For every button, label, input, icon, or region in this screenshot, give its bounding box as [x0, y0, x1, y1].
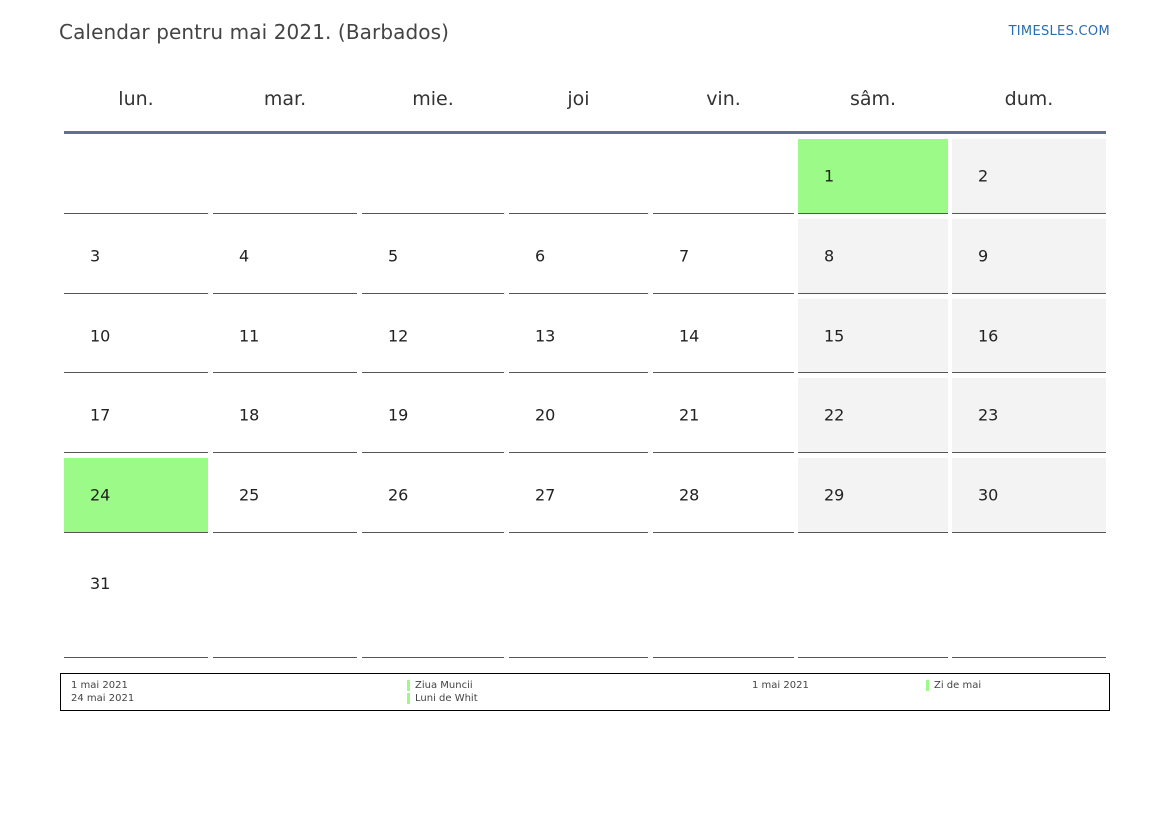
day-number: 6	[535, 246, 546, 266]
day-number: 26	[388, 485, 409, 505]
day-number: 14	[679, 326, 700, 345]
brand-link[interactable]: TIMESLES.COM	[1008, 24, 1110, 39]
day-number: 16	[978, 326, 999, 345]
day-number: 11	[239, 326, 260, 345]
day-cell: 15	[798, 299, 948, 373]
legend-holiday-name-2: Luni de Whit	[415, 693, 478, 704]
day-cell: 19	[362, 378, 504, 453]
day-number: 10	[90, 326, 111, 345]
day-cell: 24	[64, 458, 208, 533]
day-cell: 8	[798, 219, 948, 294]
day-number: 5	[388, 246, 399, 266]
day-number: 3	[90, 246, 101, 266]
day-cell: 10	[64, 299, 208, 373]
empty-day-cell	[798, 538, 948, 658]
day-cell: 14	[653, 299, 794, 373]
day-number: 15	[824, 326, 845, 345]
day-number: 9	[978, 246, 989, 266]
day-cell: 28	[653, 458, 794, 533]
legend-holiday-name-1: Ziua Muncii	[415, 680, 473, 691]
day-cell: 21	[653, 378, 794, 453]
day-number: 18	[239, 405, 260, 425]
day-number: 25	[239, 485, 260, 505]
day-cell: 25	[213, 458, 357, 533]
legend-holiday-date-2: 24 mai 2021	[71, 693, 135, 704]
day-cell: 18	[213, 378, 357, 453]
empty-day-cell	[509, 538, 648, 658]
legend-holiday-marker-2	[407, 693, 410, 704]
day-cell: 30	[952, 458, 1106, 533]
weekday-header: dum.	[1004, 88, 1054, 110]
holiday-legend: 1 mai 2021 24 mai 2021 Ziua Muncii Luni …	[60, 673, 1110, 711]
empty-day-cell	[952, 538, 1106, 658]
day-cell: 2	[952, 139, 1106, 214]
empty-day-cell	[362, 139, 504, 214]
day-cell: 31	[64, 538, 208, 658]
empty-day-cell	[362, 538, 504, 658]
day-number: 23	[978, 405, 999, 425]
day-cell: 5	[362, 219, 504, 294]
day-cell: 7	[653, 219, 794, 294]
day-number: 12	[388, 326, 409, 345]
day-cell: 3	[64, 219, 208, 294]
day-number: 4	[239, 246, 250, 266]
day-number: 1	[824, 166, 835, 186]
legend-observance-date-1: 1 mai 2021	[752, 680, 809, 691]
weekday-header: sâm.	[849, 88, 897, 110]
day-number: 28	[679, 485, 700, 505]
day-cell: 9	[952, 219, 1106, 294]
weekday-header: mie.	[412, 88, 454, 110]
day-cell: 29	[798, 458, 948, 533]
day-number: 17	[90, 405, 111, 425]
empty-day-cell	[653, 538, 794, 658]
day-cell: 12	[362, 299, 504, 373]
weekday-header: mar.	[263, 88, 307, 110]
legend-holiday-marker-1	[407, 680, 410, 691]
day-number: 7	[679, 246, 690, 266]
weekday-header: lun.	[118, 88, 154, 110]
day-cell: 6	[509, 219, 648, 294]
day-cell: 26	[362, 458, 504, 533]
empty-day-cell	[509, 139, 648, 214]
day-number: 21	[679, 405, 700, 425]
empty-day-cell	[213, 139, 357, 214]
day-number: 29	[824, 485, 845, 505]
day-number: 13	[535, 326, 556, 345]
day-number: 27	[535, 485, 556, 505]
day-number: 24	[90, 485, 111, 505]
day-number: 2	[978, 166, 989, 186]
weekday-header: joi	[567, 88, 590, 110]
empty-day-cell	[653, 139, 794, 214]
day-number: 31	[90, 574, 111, 593]
day-cell: 27	[509, 458, 648, 533]
day-cell: 20	[509, 378, 648, 453]
day-cell: 17	[64, 378, 208, 453]
day-cell: 1	[798, 139, 948, 214]
day-number: 8	[824, 246, 835, 266]
day-cell: 4	[213, 219, 357, 294]
day-cell: 16	[952, 299, 1106, 373]
day-number: 19	[388, 405, 409, 425]
weekday-header: vin.	[706, 88, 741, 110]
legend-observance-name-1: Zi de mai	[934, 680, 982, 691]
empty-day-cell	[213, 538, 357, 658]
weekday-header-row: lun. mar. mie. joi vin. sâm. dum.	[64, 80, 1106, 120]
day-number: 22	[824, 405, 845, 425]
header-divider	[64, 131, 1106, 134]
empty-day-cell	[64, 139, 208, 214]
day-number: 30	[978, 485, 999, 505]
day-cell: 22	[798, 378, 948, 453]
day-number: 20	[535, 405, 556, 425]
legend-observance-marker-1	[926, 680, 929, 691]
day-cell: 11	[213, 299, 357, 373]
page-title: Calendar pentru mai 2021. (Barbados)	[59, 20, 450, 44]
legend-holiday-date-1: 1 mai 2021	[71, 680, 128, 691]
day-cell: 23	[952, 378, 1106, 453]
day-cell: 13	[509, 299, 648, 373]
